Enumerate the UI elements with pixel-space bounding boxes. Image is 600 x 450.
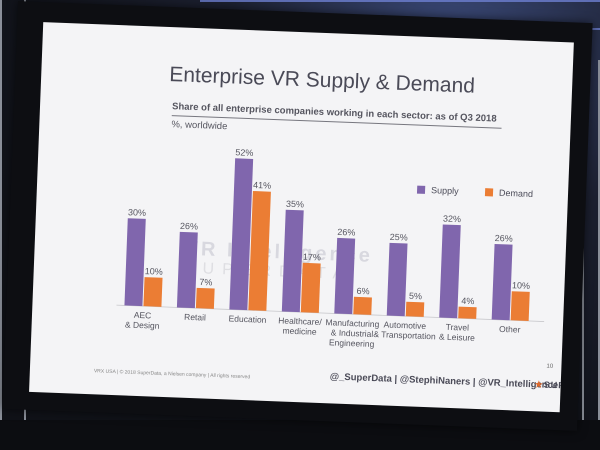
data-label-demand-4: 6% <box>356 286 369 296</box>
category-label-3: Healthcare/medicine <box>278 315 323 337</box>
category-label-6: Travel& Leisure <box>439 322 476 343</box>
bar-supply-0 <box>124 218 146 307</box>
data-label-demand-2: 41% <box>253 180 271 191</box>
data-label-demand-6: 4% <box>461 296 474 306</box>
bar-demand-2 <box>248 190 271 311</box>
data-label-demand-7: 10% <box>512 280 530 291</box>
category-label-2: Education <box>228 313 266 324</box>
page-number: 10 <box>546 363 554 370</box>
data-label-demand-3: 17% <box>303 252 321 263</box>
data-label-supply-4: 26% <box>337 227 355 238</box>
bar-supply-2 <box>229 158 254 311</box>
category-label-5: Automotive& Transportation <box>373 319 436 341</box>
data-label-supply-7: 26% <box>495 233 513 244</box>
bar-supply-4 <box>334 237 356 315</box>
bar-demand-4 <box>353 296 372 315</box>
bar-supply-7 <box>491 243 513 321</box>
bar-chart: 30% 10% AEC& Design 26% 7% Retail 52% 41% Educat… <box>116 147 545 349</box>
data-label-supply-1: 26% <box>180 221 198 232</box>
bar-demand-5 <box>405 301 425 317</box>
data-label-supply-6: 32% <box>443 214 461 225</box>
category-label-4: Manufacturing& IndustrialEngineering <box>325 317 380 349</box>
data-label-supply-3: 35% <box>286 199 304 210</box>
data-label-supply-5: 25% <box>390 232 408 243</box>
category-label-0: AEC& Design <box>125 309 161 330</box>
data-label-supply-0: 30% <box>128 207 146 218</box>
bar-demand-1 <box>195 287 215 309</box>
data-label-supply-2: 52% <box>235 147 253 158</box>
bar-demand-7 <box>510 291 530 321</box>
brand-name: SUPERDATA <box>543 379 574 393</box>
projector-screen: Enterprise VR Supply & Demand Share of a… <box>2 1 593 431</box>
bar-demand-6 <box>458 306 477 319</box>
data-label-demand-5: 5% <box>409 291 422 301</box>
presentation-slide: Enterprise VR Supply & Demand Share of a… <box>29 22 574 413</box>
bar-supply-3 <box>281 209 304 313</box>
data-label-demand-0: 10% <box>145 266 163 277</box>
bar-supply-6 <box>439 224 461 319</box>
bar-demand-3 <box>300 262 321 313</box>
bar-demand-0 <box>143 277 163 307</box>
bar-supply-1 <box>176 231 198 309</box>
category-label-7: Other <box>499 324 521 335</box>
data-label-demand-1: 7% <box>199 277 212 287</box>
category-label-1: Retail <box>184 312 206 323</box>
bar-supply-5 <box>386 242 408 317</box>
